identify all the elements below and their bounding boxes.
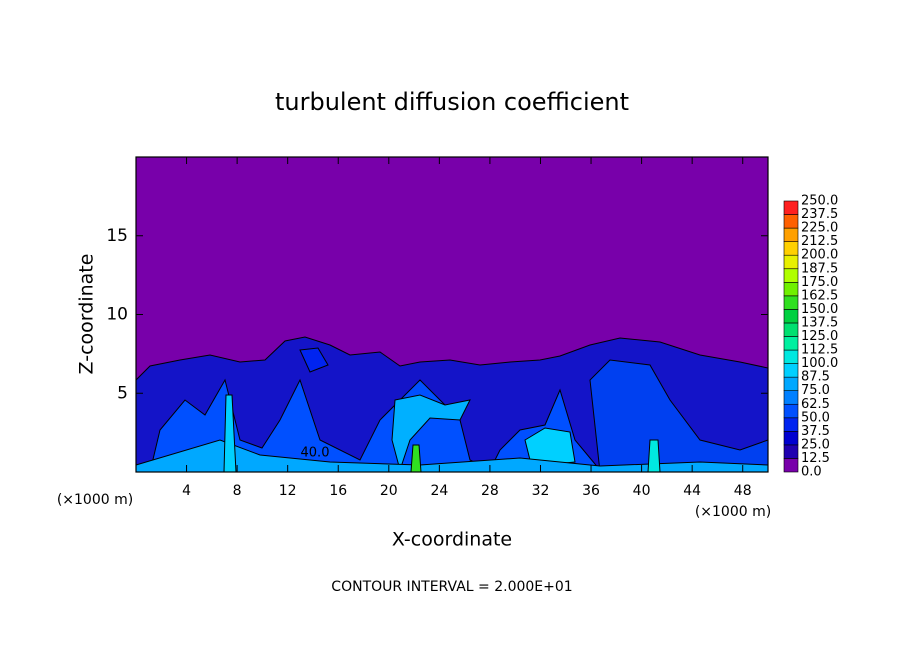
- colorbar-swatch: [783, 268, 799, 283]
- colorbar-label: 162.5: [801, 288, 838, 303]
- x-tick-label: 4: [182, 483, 191, 499]
- colorbar-swatch: [783, 295, 799, 310]
- y-tick-label: 10: [106, 305, 128, 325]
- colorbar-label: 187.5: [801, 261, 838, 276]
- colorbar-label: 150.0: [801, 302, 838, 317]
- colorbar-swatch: [783, 363, 799, 378]
- colorbar-swatch: [783, 458, 799, 473]
- colorbar-label: 75.0: [801, 383, 830, 398]
- colorbar-label: 112.5: [801, 343, 838, 358]
- colorbar-swatch: [783, 241, 799, 256]
- colorbar-label: 100.0: [801, 356, 838, 371]
- colorbar-swatch: [783, 336, 799, 351]
- colorbar-label: 225.0: [801, 221, 838, 236]
- field-region: [391, 394, 471, 472]
- colorbar-swatch: [783, 444, 799, 459]
- x-tick-label: 16: [329, 483, 347, 499]
- colorbar-label: 50.0: [801, 410, 830, 425]
- colorbar-swatch: [783, 322, 799, 337]
- colorbar-label: 175.0: [801, 275, 838, 290]
- colorbar-label: 237.5: [801, 207, 838, 222]
- x-tick-label: 32: [532, 483, 550, 499]
- colorbar-label: 137.5: [801, 315, 838, 330]
- field-region: [647, 439, 661, 473]
- field-region: [410, 444, 422, 473]
- colorbar-swatch: [783, 200, 799, 215]
- y-axis-label: Z-coordinate: [76, 254, 98, 375]
- contour-label: 40.0: [301, 446, 330, 461]
- footer-note: CONTOUR INTERVAL = 2.000E+01: [331, 579, 572, 595]
- colorbar-swatch: [783, 214, 799, 229]
- colorbar-swatch: [783, 417, 799, 432]
- colorbar-label: 212.5: [801, 234, 838, 249]
- x-tick-label: 20: [380, 483, 398, 499]
- colorbar-swatch: [783, 431, 799, 446]
- contour-field: 40.0: [135, 156, 769, 473]
- x-tick-label: 28: [481, 483, 499, 499]
- y-tick-label: 5: [117, 383, 128, 403]
- colorbar-label: 37.5: [801, 424, 830, 439]
- colorbar-label: 250.0: [801, 194, 838, 209]
- chart-title: turbulent diffusion coefficient: [275, 88, 629, 116]
- colorbar-label: 87.5: [801, 370, 830, 385]
- x-tick-label: 36: [582, 483, 600, 499]
- colorbar-label: 0.0: [801, 465, 822, 480]
- colorbar-label: 62.5: [801, 397, 830, 412]
- colorbar-swatch: [783, 281, 799, 297]
- y-tick-label: 15: [106, 226, 128, 246]
- x-tick-label: 8: [233, 483, 242, 499]
- x-tick-label: 24: [430, 483, 448, 499]
- field-region: [299, 347, 329, 373]
- x-axis-unit: (×1000 m): [695, 504, 771, 520]
- colorbar-swatch: [783, 376, 799, 391]
- colorbar-label: 125.0: [801, 329, 838, 344]
- x-axis-label: X-coordinate: [392, 529, 512, 551]
- x-tick-label: 48: [734, 483, 752, 499]
- colorbar-swatch: [783, 349, 799, 364]
- colorbar-swatch: [783, 390, 799, 405]
- y-axis-unit: (×1000 m): [57, 492, 133, 508]
- x-tick-label: 12: [279, 483, 297, 499]
- colorbar-label: 200.0: [801, 248, 838, 263]
- x-tick-label: 40: [633, 483, 651, 499]
- x-tick-label: 44: [683, 483, 701, 499]
- colorbar-label: 12.5: [801, 451, 830, 466]
- colorbar-swatch: [783, 227, 799, 242]
- colorbar-swatch: [783, 254, 799, 270]
- colorbar-label: 25.0: [801, 437, 830, 452]
- colorbar-swatch: [783, 309, 799, 324]
- colorbar-swatch: [783, 403, 799, 419]
